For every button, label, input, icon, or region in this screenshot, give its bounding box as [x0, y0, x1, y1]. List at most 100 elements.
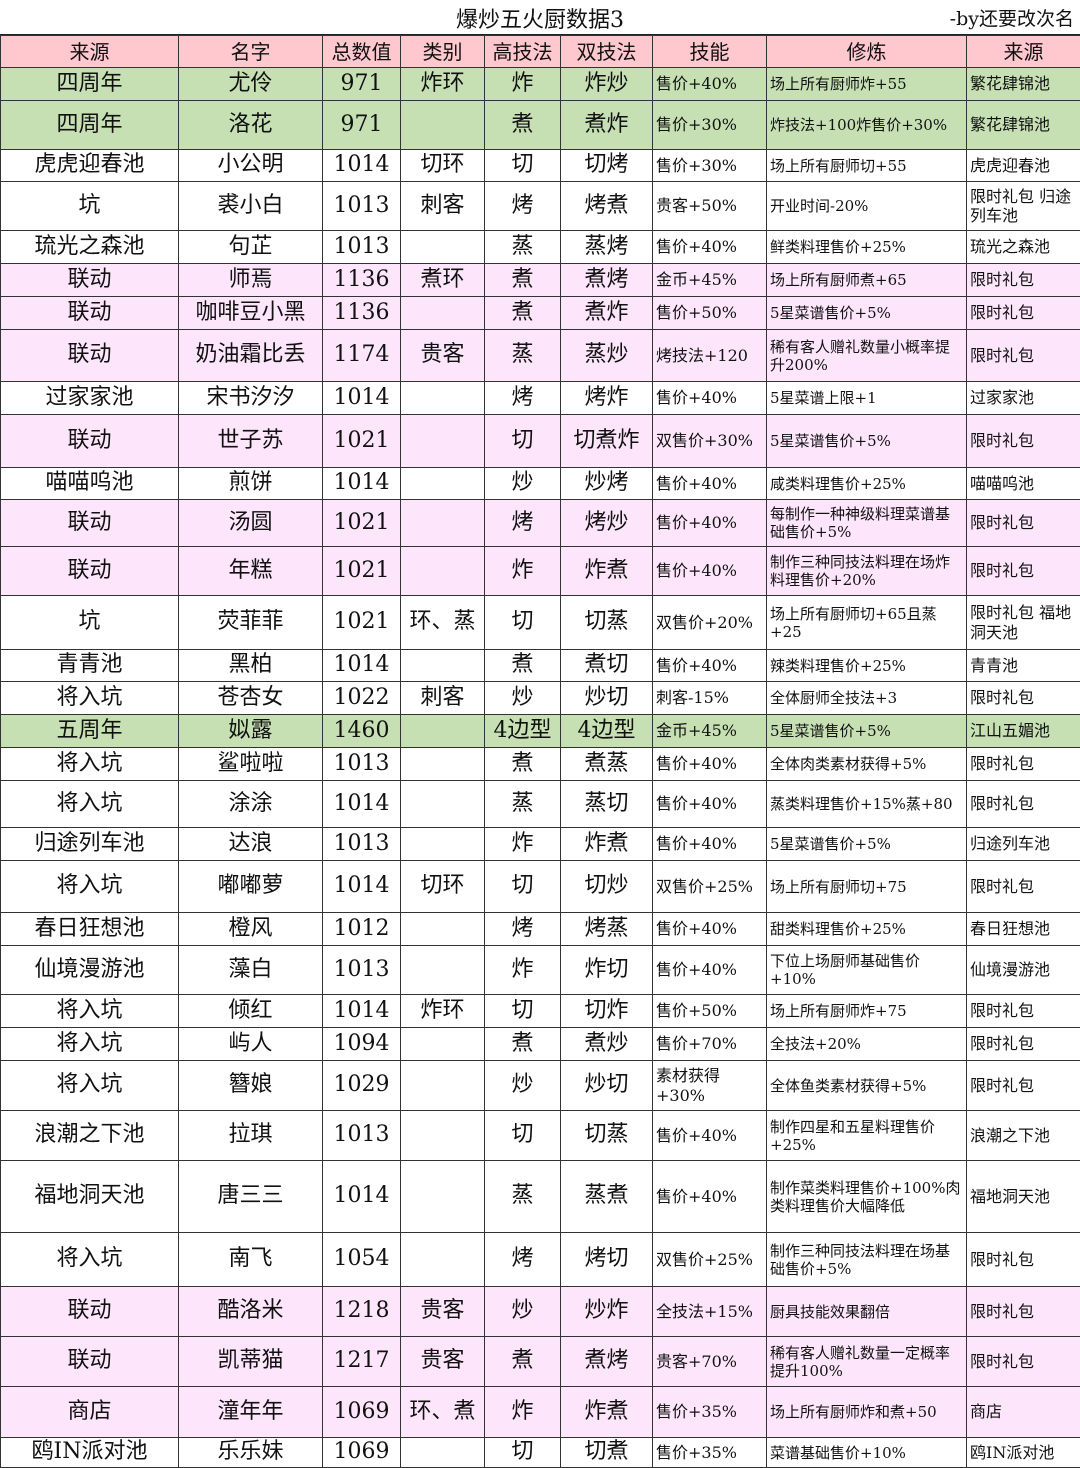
cell-name: 藻白 [179, 946, 323, 995]
cell-skill: 售价+40% [653, 500, 767, 547]
column-header-total: 总数值 [323, 36, 401, 68]
cell-total: 1022 [323, 682, 401, 715]
cell-name: 裘小白 [179, 182, 323, 231]
cell-source-pool: 限时礼包 [967, 1337, 1080, 1387]
cell-source-pool: 限时礼包 [967, 1233, 1080, 1287]
cell-name: 咖啡豆小黑 [179, 297, 323, 330]
cell-high-skill: 切 [485, 1111, 561, 1161]
cell-source-pool: 繁花肆锦池 [967, 68, 1080, 101]
cell-category: 贵客 [401, 330, 485, 382]
cell-source-pool: 限时礼包 福地洞天池 [967, 596, 1080, 650]
cell-source-pool: 限时礼包 [967, 861, 1080, 913]
cell-source: 将入坑 [1, 1233, 179, 1287]
cell-category [401, 382, 485, 415]
cell-category: 切环 [401, 150, 485, 182]
cell-source: 将入坑 [1, 861, 179, 913]
column-header-name: 名字 [179, 36, 323, 68]
cell-name: 潼年年 [179, 1387, 323, 1438]
cell-source: 归途列车池 [1, 828, 179, 861]
cell-training: 5星菜谱售价+5% [767, 828, 967, 861]
cell-category [401, 500, 485, 547]
cell-training: 制作三种同技法料理在场炸料理售价+20% [767, 547, 967, 596]
cell-name: 宋书汐汐 [179, 382, 323, 415]
cell-category [401, 231, 485, 264]
cell-dual-skill: 煮炸 [561, 101, 653, 150]
cell-total: 971 [323, 68, 401, 101]
cell-high-skill: 烤 [485, 382, 561, 415]
cell-training: 辣类料理售价+25% [767, 650, 967, 682]
cell-total: 1136 [323, 264, 401, 297]
cell-category [401, 468, 485, 500]
cell-source: 仙境漫游池 [1, 946, 179, 995]
cell-source: 四周年 [1, 101, 179, 150]
cell-dual-skill: 切炸 [561, 995, 653, 1028]
cell-source: 四周年 [1, 68, 179, 101]
cell-skill: 售价+50% [653, 297, 767, 330]
cell-high-skill: 煮 [485, 297, 561, 330]
cell-total: 1014 [323, 781, 401, 828]
cell-source: 联动 [1, 297, 179, 330]
cell-total: 1013 [323, 182, 401, 231]
cell-category [401, 946, 485, 995]
cell-training: 蒸类料理售价+15%蒸+80 [767, 781, 967, 828]
cell-total: 1021 [323, 547, 401, 596]
cell-skill: 烤技法+120 [653, 330, 767, 382]
cell-dual-skill: 煮炸 [561, 297, 653, 330]
cell-source-pool: 限时礼包 [967, 995, 1080, 1028]
cell-category: 煮环 [401, 264, 485, 297]
cell-skill: 售价+40% [653, 781, 767, 828]
cell-skill: 售价+40% [653, 1111, 767, 1161]
cell-total: 1013 [323, 946, 401, 995]
cell-training: 鲜类料理售价+25% [767, 231, 967, 264]
cell-source: 福地洞天池 [1, 1161, 179, 1233]
cell-high-skill: 炸 [485, 68, 561, 101]
cell-training: 5星菜谱上限+1 [767, 382, 967, 415]
cell-name: 凯蒂猫 [179, 1337, 323, 1387]
cell-total: 1021 [323, 500, 401, 547]
cell-total: 1218 [323, 1287, 401, 1337]
cell-category [401, 101, 485, 150]
cell-high-skill: 烤 [485, 500, 561, 547]
cell-high-skill: 炒 [485, 1061, 561, 1111]
cell-training: 制作四星和五星料理售价+25% [767, 1111, 967, 1161]
cell-source-pool: 限时礼包 [967, 264, 1080, 297]
cell-total: 1013 [323, 1111, 401, 1161]
cell-source: 春日狂想池 [1, 913, 179, 946]
cell-name: 涂涂 [179, 781, 323, 828]
cell-source-pool: 琉光之森池 [967, 231, 1080, 264]
cell-source-pool: 繁花肆锦池 [967, 101, 1080, 150]
cell-category [401, 828, 485, 861]
cell-source-pool: 归途列车池 [967, 828, 1080, 861]
cell-category [401, 650, 485, 682]
cell-source: 坑 [1, 182, 179, 231]
cell-dual-skill: 烤切 [561, 1233, 653, 1287]
cell-skill: 售价+70% [653, 1028, 767, 1061]
cell-name: 橙风 [179, 913, 323, 946]
cell-total: 1069 [323, 1387, 401, 1438]
cell-training: 全技法+20% [767, 1028, 967, 1061]
cell-total: 1013 [323, 748, 401, 781]
cell-total: 1054 [323, 1233, 401, 1287]
cell-high-skill: 炸 [485, 1387, 561, 1438]
cell-dual-skill: 炒切 [561, 682, 653, 715]
cell-category: 刺客 [401, 182, 485, 231]
cell-dual-skill: 切蒸 [561, 1111, 653, 1161]
cell-source: 联动 [1, 500, 179, 547]
cell-name: 嘟嘟萝 [179, 861, 323, 913]
